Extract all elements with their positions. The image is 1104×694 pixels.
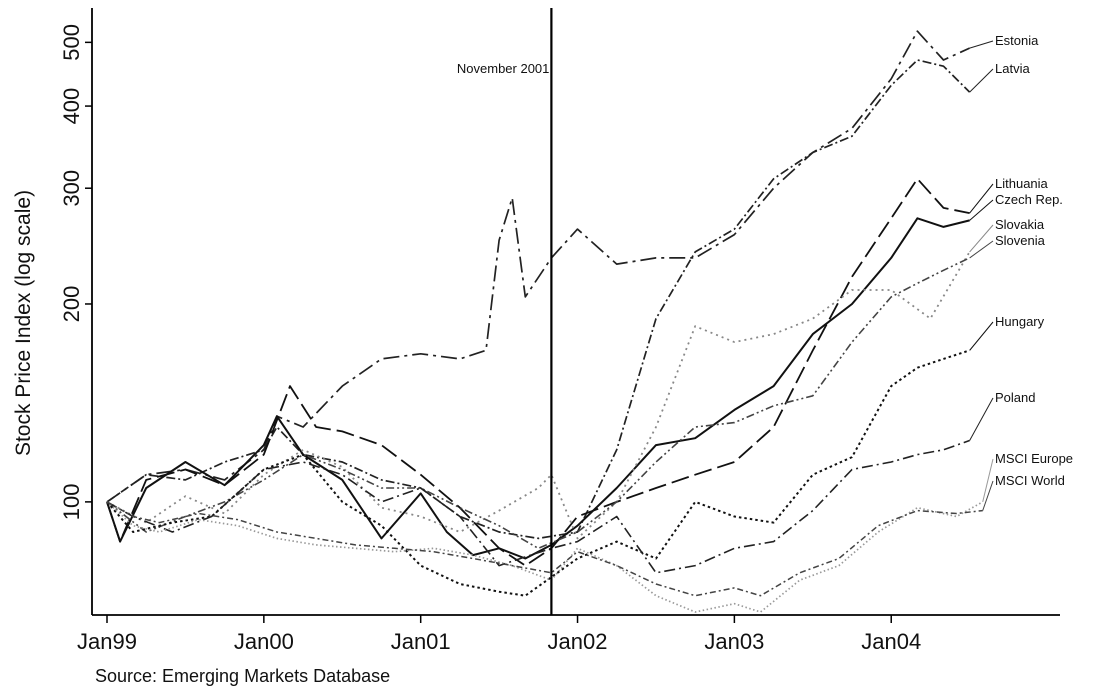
series-leader-poland [969,397,994,441]
series-leader-hungary [969,321,994,351]
series-label-latvia: Latvia [995,61,1030,76]
series-line-slovakia [106,251,971,540]
y-tick-label-400: 400 [59,88,84,125]
y-tick-label-100: 100 [59,484,84,521]
series-line-lithuania [106,177,970,567]
y-tick-label-500: 500 [59,24,84,61]
series-label-poland: Poland [995,390,1035,405]
y-axis-label: Stock Price Index (log scale) [12,190,35,456]
axes-layer [91,8,1060,616]
series-line-estonia [106,30,970,503]
series-label-lithuania: Lithuania [995,176,1049,191]
series-label-slovakia: Slovakia [995,217,1045,232]
x-tick-label-jan03: Jan03 [704,629,764,654]
series-leader-latvia [969,68,994,93]
series-label-msci-europe: MSCI Europe [995,451,1073,466]
source-note: Source: Emerging Markets Database [95,666,391,686]
series-label-msci-world: MSCI World [995,473,1065,488]
x-ticks: Jan99 Jan00 Jan01 Jan02 Jan03 Jan04 [77,615,921,654]
series-leader-lithuania [969,183,994,214]
x-tick-label-jan04: Jan04 [861,629,921,654]
series-leader-slovenia [969,240,994,259]
x-tick-label-jan00: Jan00 [234,629,294,654]
y-tick-label-200: 200 [59,286,84,323]
series-line-czech-rep [106,217,970,560]
series-line-msci-world [106,501,983,597]
series-label-hungary: Hungary [995,314,1045,329]
series-label-czech-rep: Czech Rep. [995,192,1063,207]
series-leader-estonia [969,40,994,49]
series-label-slovenia: Slovenia [995,233,1046,248]
november-2001-label: November 2001 [457,61,550,76]
series-line-latvia [106,59,971,540]
x-tick-label-jan99: Jan99 [77,629,137,654]
series-line-slovenia [106,257,970,550]
y-ticks: 100 200 300 400 500 [59,24,92,520]
series-line-msci-europe [106,501,984,613]
y-tick-label-300: 300 [59,170,84,207]
series-leader-msci-europe [982,458,994,503]
series-layer [106,30,984,613]
x-tick-label-jan01: Jan01 [391,629,451,654]
x-tick-label-jan02: Jan02 [548,629,608,654]
series-line-poland [106,439,970,574]
series-leader-msci-world [982,480,994,511]
series-label-estonia: Estonia [995,33,1039,48]
series-leader-czech-rep [969,199,994,221]
series-leader-slovakia [969,224,994,253]
